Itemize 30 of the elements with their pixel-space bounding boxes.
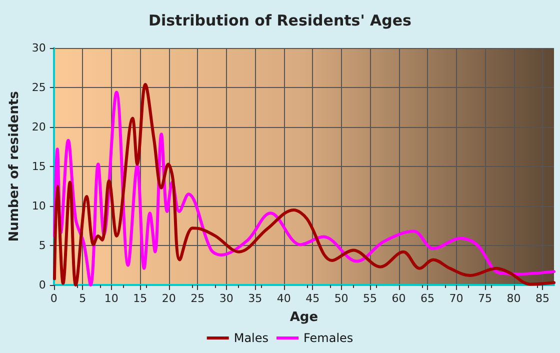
y-tick-label: 20 — [32, 120, 46, 134]
x-tick-label: 0 — [50, 292, 58, 305]
x-tick-label: 30 — [219, 292, 234, 305]
x-tick-label: 25 — [190, 292, 205, 305]
x-tick-label: 20 — [162, 292, 176, 305]
legend-label: Males — [234, 331, 269, 345]
x-tick-label: 15 — [133, 292, 148, 305]
y-tick-label: 10 — [32, 200, 46, 212]
x-tick-label: 10 — [104, 292, 118, 305]
y-tick-label: 25 — [32, 81, 46, 94]
chart-title: Distribution of Residents' Ages — [148, 12, 412, 30]
y-tick-label: 0 — [38, 278, 46, 292]
x-tick-label: 5 — [79, 292, 86, 305]
x-tick-label: 85 — [536, 292, 550, 305]
x-tick-label: 35 — [248, 292, 262, 305]
x-tick-label: 50 — [334, 292, 348, 305]
legend-label: Females — [304, 331, 354, 345]
x-tick-label: 80 — [506, 292, 521, 305]
x-tick-label: 65 — [420, 292, 435, 305]
y-tick-label: 30 — [32, 42, 46, 54]
x-tick-label: 70 — [449, 292, 464, 305]
y-axis-title: Number of residents — [7, 90, 22, 242]
x-tick-label: 40 — [276, 292, 291, 305]
y-tick-label: 15 — [32, 160, 46, 173]
y-tick-label: 5 — [38, 239, 46, 252]
x-tick-label: 60 — [392, 292, 406, 305]
x-tick-label: 45 — [306, 292, 320, 305]
x-tick-label: 55 — [363, 292, 378, 305]
x-tick-label: 75 — [478, 292, 492, 305]
x-axis-title: Age — [290, 310, 318, 325]
